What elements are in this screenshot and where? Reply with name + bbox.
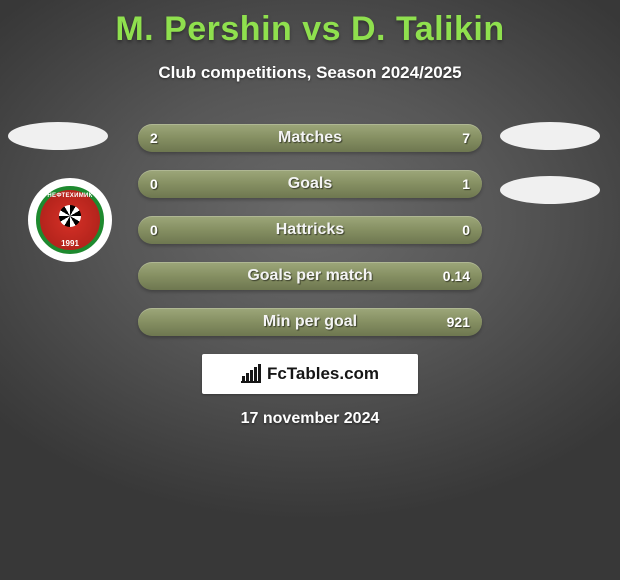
stat-label: Goals — [138, 175, 482, 193]
stat-right-value: 7 — [462, 130, 470, 146]
stat-left-value: 0 — [150, 222, 158, 238]
page-title: M. Pershin vs D. Talikin — [0, 0, 620, 49]
stat-row: 0 Goals 1 — [138, 170, 482, 198]
soccer-ball-icon — [59, 205, 81, 227]
player-right-badge-2 — [500, 176, 600, 204]
stat-label: Matches — [138, 129, 482, 147]
watermark-text: FcTables.com — [267, 364, 379, 384]
watermark: FcTables.com — [202, 354, 418, 394]
subtitle: Club competitions, Season 2024/2025 — [0, 63, 620, 83]
stat-left-value: 0 — [150, 176, 158, 192]
club-badge-inner: НЕФТЕХИМИК 1991 — [36, 186, 104, 254]
stat-label: Hattricks — [138, 221, 482, 239]
stat-right-value: 921 — [447, 314, 470, 330]
stat-label: Goals per match — [138, 267, 482, 285]
stats-container: 2 Matches 7 0 Goals 1 0 Hattricks 0 Goal… — [138, 124, 482, 354]
club-badge-text-bot: 1991 — [40, 239, 100, 248]
stat-row: 0 Hattricks 0 — [138, 216, 482, 244]
club-badge-text-top: НЕФТЕХИМИК — [40, 193, 100, 199]
date-text: 17 november 2024 — [0, 410, 620, 428]
stat-right-value: 0.14 — [443, 268, 470, 284]
stat-row: 2 Matches 7 — [138, 124, 482, 152]
stat-right-value: 1 — [462, 176, 470, 192]
stat-right-value: 0 — [462, 222, 470, 238]
club-badge-left: НЕФТЕХИМИК 1991 — [28, 178, 112, 262]
bar-chart-icon — [241, 365, 261, 383]
stat-row: Goals per match 0.14 — [138, 262, 482, 290]
player-right-badge-1 — [500, 122, 600, 150]
stat-label: Min per goal — [138, 313, 482, 331]
stat-row: Min per goal 921 — [138, 308, 482, 336]
player-left-badge — [8, 122, 108, 150]
stat-left-value: 2 — [150, 130, 158, 146]
